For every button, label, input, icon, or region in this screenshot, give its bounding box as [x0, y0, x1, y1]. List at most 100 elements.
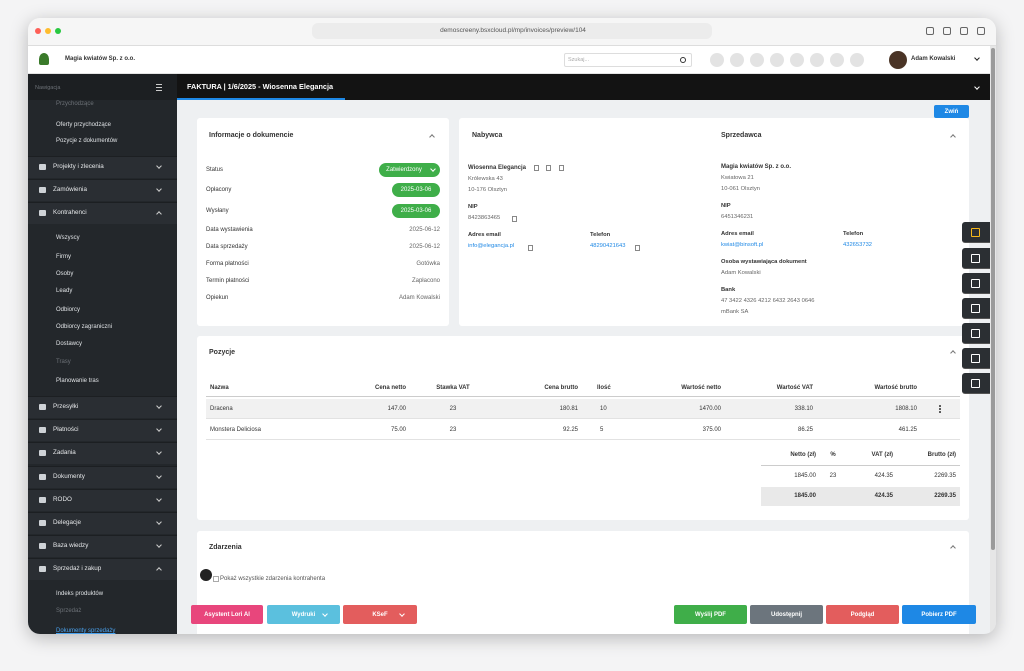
field-label: NIP [468, 204, 478, 210]
topbar-icon[interactable] [730, 53, 744, 67]
sidebar-group-label[interactable]: RODO [53, 496, 72, 503]
field-label: Bank [721, 287, 736, 293]
toolbar-icon[interactable] [960, 27, 968, 35]
action-button[interactable]: Wydruki [267, 605, 340, 624]
sidebar-group-label[interactable]: Przesyłki [53, 403, 79, 410]
sidebar-group-label[interactable]: Delegacje [53, 519, 82, 526]
action-button[interactable]: Pobierz PDF [902, 605, 976, 624]
topbar-icon[interactable] [750, 53, 764, 67]
address-bar[interactable] [312, 23, 712, 39]
side-tool[interactable] [962, 298, 990, 319]
toolbar-icon[interactable] [977, 27, 985, 35]
topbar-icon[interactable] [710, 53, 724, 67]
side-tool[interactable] [962, 248, 990, 269]
checkbox[interactable] [213, 576, 219, 582]
email-link[interactable]: info@elegancja.pl [468, 243, 515, 249]
sidebar-group[interactable] [28, 179, 177, 201]
sidebar-link[interactable]: Odbiorcy [56, 307, 81, 313]
topbar-icon[interactable] [790, 53, 804, 67]
side-tool[interactable] [962, 373, 990, 394]
info-value: 2025-06-12 [409, 244, 440, 250]
sidebar-group-label[interactable]: Sprzedaż i zakup [53, 565, 102, 572]
search-box[interactable] [564, 53, 692, 67]
scroll-top-button[interactable] [200, 569, 212, 581]
card-title: Nabywca [472, 132, 503, 139]
window-control[interactable] [55, 28, 61, 34]
info-value: 2025-06-12 [409, 227, 440, 233]
sidebar-group-label[interactable]: Płatności [53, 426, 79, 433]
sidebar-search[interactable] [28, 74, 177, 100]
topbar-icon[interactable] [850, 53, 864, 67]
action-button[interactable]: Wyślij PDF [674, 605, 747, 624]
sidebar-group[interactable] [28, 489, 177, 511]
summary-total-row [761, 487, 960, 506]
side-tool[interactable] [962, 323, 990, 344]
action-button[interactable]: KSeF [343, 605, 417, 624]
copy-icon[interactable] [528, 245, 533, 251]
sidebar-group-label[interactable]: Baza wiedzy [53, 542, 89, 549]
action-button[interactable]: Udostępnij [750, 605, 823, 624]
action-button[interactable]: Podgląd [826, 605, 899, 624]
sidebar-link[interactable]: Pozycje z dokumentów [56, 138, 118, 144]
info-label: Wysłany [206, 208, 229, 214]
side-tool[interactable] [962, 348, 990, 369]
table-cell: 23 [449, 406, 457, 412]
info-value: Gotówka [416, 261, 440, 267]
sidebar-link[interactable]: Przychodzące [56, 101, 94, 107]
sidebar-group[interactable] [28, 202, 177, 224]
phone-link[interactable]: 432653732 [843, 242, 873, 248]
sidebar-group-label[interactable]: Dokumenty [53, 473, 85, 480]
sidebar-group-label[interactable]: Projekty i zlecenia [53, 163, 104, 170]
sidebar-group-label[interactable]: Zamówienia [53, 186, 87, 193]
sidebar-group[interactable] [28, 396, 177, 418]
toolbar-icon[interactable] [926, 27, 934, 35]
topbar-icon[interactable] [770, 53, 784, 67]
copy-icon[interactable] [559, 165, 564, 171]
browser-window: demoscreeny.bsxcloud.pl/mp/invoices/prev… [28, 18, 996, 634]
collapse-button[interactable]: Zwiń [934, 105, 969, 118]
sidebar-group[interactable] [28, 558, 177, 580]
sidebar-link[interactable]: Odbiorcy zagraniczni [56, 324, 113, 330]
sidebar-group[interactable] [28, 419, 177, 441]
sidebar-group[interactable] [28, 156, 177, 178]
sidebar-link[interactable]: Wszyscy [56, 235, 80, 241]
sidebar-link[interactable]: Firmy [56, 254, 71, 260]
table-cell: 375.00 [702, 427, 721, 433]
menu-icon-line [156, 84, 162, 85]
sidebar-link[interactable]: Oferty przychodzące [56, 122, 112, 128]
sidebar-group[interactable] [28, 512, 177, 534]
sidebar-link[interactable]: Osoby [56, 271, 74, 277]
copy-icon[interactable] [546, 165, 551, 171]
email-link[interactable]: kwiat@binsoft.pl [721, 242, 764, 248]
copy-icon[interactable] [512, 216, 517, 222]
topbar-icon[interactable] [810, 53, 824, 67]
sidebar-link[interactable]: Dokumenty sprzedaży [56, 628, 116, 634]
copy-icon[interactable] [635, 245, 640, 251]
toolbar-icon[interactable] [943, 27, 951, 35]
summary-cell: 23 [829, 473, 837, 479]
sidebar-link[interactable]: Dostawcy [56, 341, 83, 347]
sidebar-group-label[interactable]: Kontrahenci [53, 209, 87, 216]
sidebar-link[interactable]: Trasy [56, 359, 71, 365]
address: 10-061 Olsztyn [721, 186, 760, 192]
sidebar-link[interactable]: Planowanie tras [56, 378, 99, 384]
sidebar-link[interactable]: Sprzedaż [56, 608, 82, 614]
action-button[interactable]: Asystent Lori AI [191, 605, 263, 624]
sidebar-link[interactable]: Indeks produktów [56, 591, 104, 597]
status-badge [392, 183, 440, 197]
copy-icon[interactable] [534, 165, 539, 171]
window-control[interactable] [35, 28, 41, 34]
column-header: Wartość netto [681, 385, 721, 391]
sidebar-group[interactable] [28, 442, 177, 464]
sidebar-group[interactable] [28, 535, 177, 557]
side-tool[interactable] [962, 273, 990, 294]
summary-header: Netto (zł) [790, 452, 816, 458]
topbar-icon[interactable] [830, 53, 844, 67]
sidebar-icon [39, 520, 46, 526]
side-tool[interactable] [962, 222, 990, 243]
sidebar-group[interactable] [28, 466, 177, 488]
phone-link[interactable]: 48290421643 [590, 243, 626, 249]
sidebar-group-label[interactable]: Zadania [53, 449, 76, 456]
window-control[interactable] [45, 28, 51, 34]
sidebar-link[interactable]: Leady [56, 288, 73, 294]
